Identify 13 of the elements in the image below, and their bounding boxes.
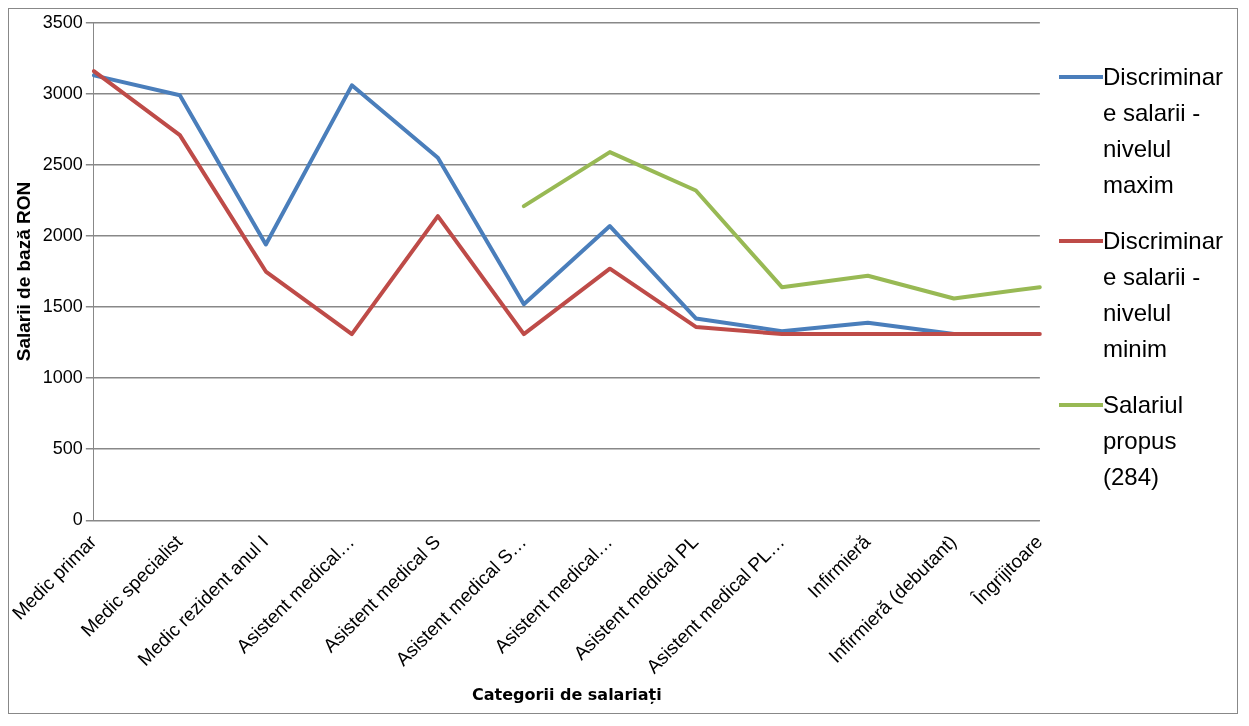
y-tick-label: 2000 xyxy=(42,224,83,245)
legend-label: Discriminare salarii - nivelul minim xyxy=(1103,226,1223,364)
legend-label: Discriminare salarii - nivelul maxim xyxy=(1103,62,1223,200)
y-tick-label: 2500 xyxy=(42,153,83,174)
y-tick-label: 3000 xyxy=(42,82,83,103)
y-tick-label: 1000 xyxy=(42,367,83,388)
legend-label: Salariul propus (284) xyxy=(1103,390,1185,492)
y-tick-label: 0 xyxy=(72,509,83,530)
y-axis-title: Salarii de bază RON xyxy=(12,181,34,362)
y-tick-label: 1500 xyxy=(42,296,83,317)
y-tick-label: 500 xyxy=(52,438,83,459)
x-axis-title: Categorii de salariați xyxy=(472,684,662,704)
y-tick-label: 3500 xyxy=(42,11,83,32)
